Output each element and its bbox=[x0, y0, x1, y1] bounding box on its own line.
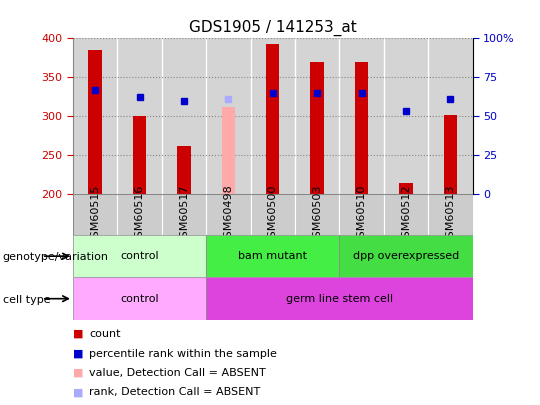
Bar bbox=[73, 194, 117, 235]
Bar bbox=[161, 38, 206, 194]
Bar bbox=[89, 50, 102, 194]
Bar bbox=[117, 194, 161, 235]
Bar bbox=[355, 62, 368, 194]
Title: GDS1905 / 141253_at: GDS1905 / 141253_at bbox=[189, 19, 356, 36]
Bar bbox=[339, 194, 384, 235]
Text: GSM60516: GSM60516 bbox=[134, 184, 145, 245]
Bar bbox=[384, 38, 428, 194]
Text: genotype/variation: genotype/variation bbox=[3, 252, 109, 262]
Text: percentile rank within the sample: percentile rank within the sample bbox=[89, 349, 277, 358]
Text: germ line stem cell: germ line stem cell bbox=[286, 294, 393, 304]
Text: ■: ■ bbox=[73, 388, 83, 397]
Bar bbox=[206, 277, 472, 320]
Text: GSM60512: GSM60512 bbox=[401, 184, 411, 245]
Bar bbox=[310, 62, 324, 194]
Text: GSM60510: GSM60510 bbox=[356, 184, 367, 245]
Text: dpp overexpressed: dpp overexpressed bbox=[353, 251, 459, 261]
Bar bbox=[117, 38, 161, 194]
Bar bbox=[339, 235, 472, 277]
Bar bbox=[295, 194, 339, 235]
Bar bbox=[206, 194, 251, 235]
Text: value, Detection Call = ABSENT: value, Detection Call = ABSENT bbox=[89, 368, 266, 378]
Text: control: control bbox=[120, 251, 159, 261]
Text: rank, Detection Call = ABSENT: rank, Detection Call = ABSENT bbox=[89, 388, 260, 397]
Bar bbox=[266, 44, 279, 194]
Bar bbox=[73, 38, 117, 194]
Bar bbox=[399, 183, 413, 194]
Text: GSM60500: GSM60500 bbox=[268, 184, 278, 245]
Bar bbox=[73, 277, 206, 320]
Text: GSM60498: GSM60498 bbox=[224, 184, 233, 245]
Text: cell type: cell type bbox=[3, 295, 50, 305]
Bar bbox=[295, 38, 339, 194]
Bar bbox=[384, 194, 428, 235]
Bar bbox=[161, 194, 206, 235]
Bar bbox=[221, 107, 235, 194]
Text: GSM60515: GSM60515 bbox=[90, 184, 100, 245]
Text: ■: ■ bbox=[73, 329, 83, 339]
Bar bbox=[206, 235, 339, 277]
Bar bbox=[133, 117, 146, 194]
Text: GSM60517: GSM60517 bbox=[179, 184, 189, 245]
Text: ■: ■ bbox=[73, 368, 83, 378]
Bar bbox=[206, 38, 251, 194]
Bar bbox=[177, 146, 191, 194]
Bar bbox=[339, 38, 384, 194]
Text: control: control bbox=[120, 294, 159, 304]
Bar bbox=[251, 38, 295, 194]
Text: bam mutant: bam mutant bbox=[238, 251, 307, 261]
Text: GSM60513: GSM60513 bbox=[446, 184, 455, 245]
Text: GSM60503: GSM60503 bbox=[312, 184, 322, 245]
Bar bbox=[428, 38, 472, 194]
Bar bbox=[251, 194, 295, 235]
Bar bbox=[73, 235, 206, 277]
Bar bbox=[428, 194, 472, 235]
Text: ■: ■ bbox=[73, 349, 83, 358]
Text: count: count bbox=[89, 329, 120, 339]
Bar bbox=[444, 115, 457, 194]
